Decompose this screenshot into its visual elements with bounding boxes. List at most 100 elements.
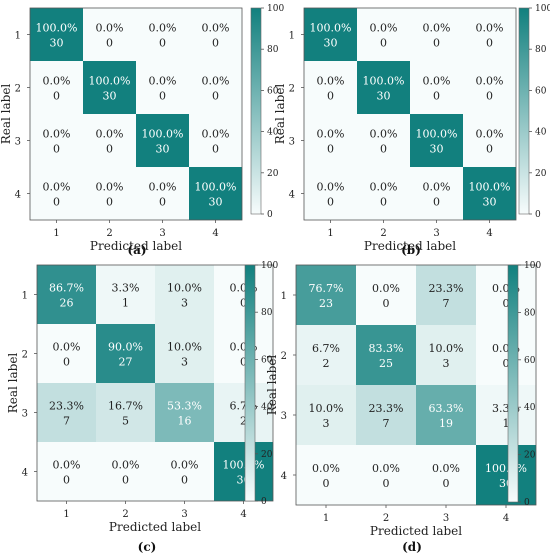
cell-percent-label: 0.0% bbox=[149, 75, 177, 88]
x-axis-label: Predicted label bbox=[90, 239, 182, 253]
cell-count-label: 30 bbox=[103, 90, 117, 103]
heatmap-cell bbox=[37, 265, 96, 324]
cell-count-label: 0 bbox=[53, 196, 60, 209]
colorbar-tick-label: 0 bbox=[261, 497, 267, 507]
colorbar-tick-label: 20 bbox=[524, 451, 536, 461]
x-tick-label: 4 bbox=[503, 513, 509, 524]
heatmap-cell bbox=[356, 385, 416, 445]
cell-percent-label: 0.0% bbox=[171, 459, 199, 472]
cell-percent-label: 0.0% bbox=[43, 128, 71, 141]
y-tick-label: 3 bbox=[22, 409, 28, 420]
cell-percent-label: 100.0% bbox=[195, 181, 237, 194]
colorbar-tick-label: 20 bbox=[535, 169, 547, 179]
cell-percent-label: 63.3% bbox=[429, 402, 464, 415]
heatmap-cell bbox=[96, 324, 155, 383]
cell-count-label: 0 bbox=[63, 356, 70, 369]
heatmap-cell bbox=[30, 114, 83, 167]
cell-count-label: 26 bbox=[60, 297, 74, 310]
cell-count-label: 30 bbox=[209, 196, 223, 209]
heatmap-cell bbox=[296, 385, 356, 445]
heatmap-cell bbox=[410, 167, 463, 220]
cell-count-label: 30 bbox=[156, 143, 170, 156]
cell-count-label: 0 bbox=[159, 37, 166, 50]
cell-percent-label: 83.3% bbox=[369, 342, 404, 355]
heatmap-cell bbox=[214, 324, 273, 383]
cell-count-label: 30 bbox=[430, 143, 444, 156]
y-tick-label: 1 bbox=[281, 291, 287, 302]
x-tick-label: 4 bbox=[240, 509, 246, 520]
cell-count-label: 0 bbox=[327, 90, 334, 103]
cell-count-label: 27 bbox=[119, 356, 133, 369]
colorbar-tick-label: 80 bbox=[535, 45, 547, 55]
colorbar-tick-label: 0 bbox=[524, 498, 530, 508]
heatmap-cell bbox=[304, 8, 357, 61]
cell-count-label: 0 bbox=[383, 477, 390, 490]
y-tick-label: 3 bbox=[289, 137, 295, 148]
cell-count-label: 3 bbox=[181, 356, 188, 369]
cell-count-label: 3 bbox=[443, 357, 450, 370]
cell-count-label: 0 bbox=[380, 143, 387, 156]
heatmap-cell bbox=[96, 265, 155, 324]
heatmap-cell bbox=[214, 442, 273, 501]
heatmap-cell bbox=[476, 325, 536, 385]
y-tick-label: 2 bbox=[281, 351, 287, 362]
cell-percent-label: 0.0% bbox=[96, 181, 124, 194]
cell-percent-label: 0.0% bbox=[96, 128, 124, 141]
cell-percent-label: 0.0% bbox=[476, 75, 504, 88]
colorbar-tick-label: 80 bbox=[261, 308, 273, 318]
cell-count-label: 0 bbox=[433, 90, 440, 103]
heatmap-cell bbox=[463, 8, 516, 61]
cell-percent-label: 0.0% bbox=[202, 75, 230, 88]
cell-percent-label: 0.0% bbox=[432, 462, 460, 475]
cell-percent-label: 100.0% bbox=[223, 459, 265, 472]
confusion-matrix-panel-4: 76.7%230.0%023.3%70.0%06.7%283.3%2510.0%… bbox=[265, 261, 541, 554]
heatmap-cell bbox=[83, 61, 136, 114]
colorbar-tick-label: 100 bbox=[261, 261, 278, 271]
x-tick-label: 1 bbox=[323, 513, 329, 524]
heatmap-cell bbox=[155, 324, 214, 383]
heatmap-cell bbox=[83, 8, 136, 61]
y-tick-label: 3 bbox=[15, 137, 21, 148]
heatmap-cell bbox=[155, 442, 214, 501]
y-axis-label: Real label bbox=[273, 84, 287, 145]
cell-percent-label: 10.0% bbox=[167, 282, 202, 295]
cell-percent-label: 0.0% bbox=[43, 75, 71, 88]
heatmap-cell bbox=[37, 442, 96, 501]
cell-count-label: 30 bbox=[483, 196, 497, 209]
panel-label: (a) bbox=[127, 243, 146, 257]
y-tick-label: 2 bbox=[289, 84, 295, 95]
cell-count-label: 0 bbox=[106, 37, 113, 50]
y-tick-label: 4 bbox=[22, 468, 28, 479]
matrix-frame bbox=[36, 264, 274, 502]
colorbar bbox=[518, 7, 530, 215]
x-tick-label: 4 bbox=[212, 228, 218, 239]
cell-count-label: 0 bbox=[212, 143, 219, 156]
heatmap-cell bbox=[410, 61, 463, 114]
y-axis-label: Real label bbox=[265, 355, 279, 416]
colorbar-tick-label: 40 bbox=[267, 128, 279, 138]
x-tick-label: 2 bbox=[122, 509, 128, 520]
cell-count-label: 0 bbox=[380, 196, 387, 209]
cell-count-label: 0 bbox=[53, 90, 60, 103]
x-tick-label: 2 bbox=[380, 228, 386, 239]
heatmap-cell bbox=[476, 385, 536, 445]
heatmap-cell bbox=[476, 265, 536, 325]
x-tick-label: 1 bbox=[63, 509, 69, 520]
cell-count-label: 0 bbox=[159, 90, 166, 103]
colorbar-tick-label: 100 bbox=[535, 4, 550, 14]
cell-percent-label: 0.0% bbox=[317, 181, 345, 194]
cell-percent-label: 100.0% bbox=[36, 22, 78, 35]
cell-count-label: 0 bbox=[380, 37, 387, 50]
heatmap-cell bbox=[96, 442, 155, 501]
cell-count-label: 3 bbox=[181, 297, 188, 310]
cell-count-label: 0 bbox=[106, 143, 113, 156]
y-tick-label: 2 bbox=[22, 350, 28, 361]
cell-count-label: 0 bbox=[503, 297, 510, 310]
cell-count-label: 0 bbox=[503, 357, 510, 370]
colorbar-tick-label: 20 bbox=[261, 450, 273, 460]
cell-percent-label: 0.0% bbox=[476, 22, 504, 35]
colorbar-tick-label: 80 bbox=[524, 308, 536, 318]
colorbar-tick-label: 40 bbox=[524, 403, 536, 413]
x-tick-label: 3 bbox=[443, 513, 449, 524]
y-tick-label: 4 bbox=[281, 471, 287, 482]
